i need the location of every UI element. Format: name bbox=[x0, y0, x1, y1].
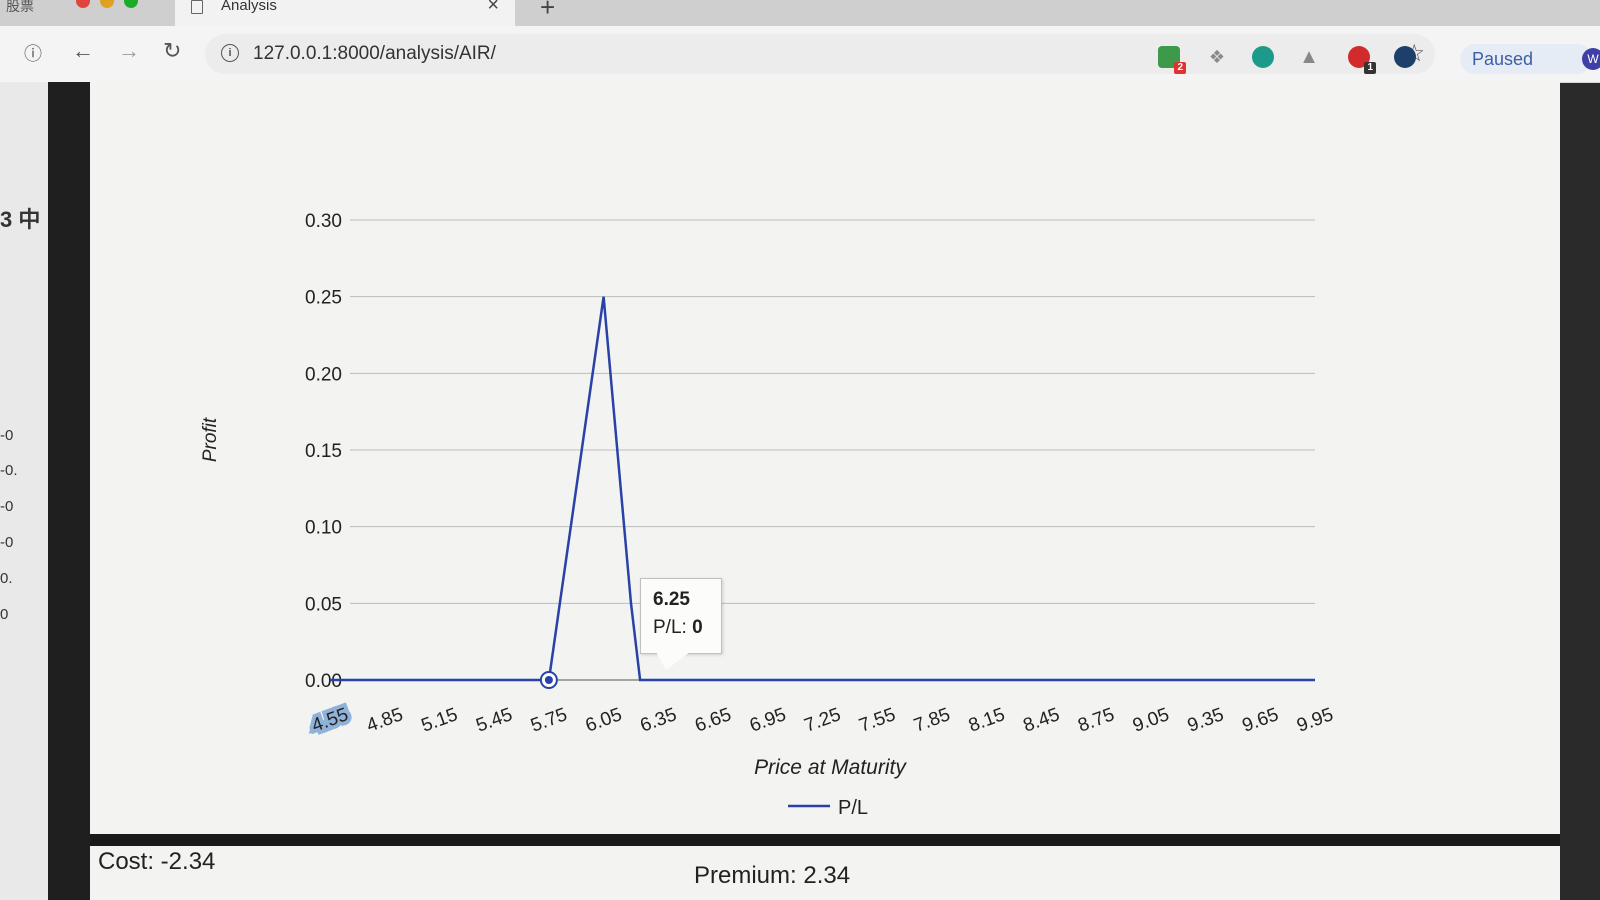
y-tick-label: 0.15 bbox=[305, 441, 342, 462]
x-tick-label: 4.85 bbox=[364, 704, 406, 736]
y-tick-label: 0.30 bbox=[305, 211, 342, 232]
x-tick-label: 5.75 bbox=[528, 704, 570, 736]
close-tab-icon[interactable]: × bbox=[487, 0, 499, 16]
tooltip-pointer bbox=[656, 652, 690, 670]
y-axis-ticks: 0.30 0.25 0.20 0.15 0.10 0.05 0.00 bbox=[305, 211, 342, 692]
url-text[interactable]: 127.0.0.1:8000/analysis/AIR/ bbox=[253, 43, 496, 64]
background-text: 0 bbox=[0, 606, 9, 623]
x-tick-label: 8.45 bbox=[1021, 704, 1063, 736]
pl-series-line[interactable] bbox=[330, 296, 1315, 682]
tab-analysis[interactable]: Analysis × bbox=[175, 0, 515, 26]
page-divider bbox=[90, 834, 1560, 846]
pl-chart: 0.30 0.25 0.20 0.15 0.10 0.05 0.00 4.55 4.85 5.1… bbox=[90, 82, 1560, 834]
background-text: -0 bbox=[0, 534, 14, 551]
background-text: -0 bbox=[0, 427, 14, 444]
highlighted-point[interactable] bbox=[544, 676, 553, 684]
y-tick-label: 0.25 bbox=[305, 288, 342, 309]
x-tick-label: 5.45 bbox=[473, 704, 515, 736]
tooltip-title: 6.25 bbox=[653, 589, 690, 610]
site-info-icon[interactable]: i bbox=[221, 44, 239, 62]
background-window: 3 中 -0 -0. -0 -0 0. 0 bbox=[0, 82, 48, 900]
background-text: -0 bbox=[0, 498, 14, 515]
x-tick-label: 7.85 bbox=[911, 704, 953, 736]
x-tick-label: 9.05 bbox=[1130, 704, 1172, 736]
series-lines bbox=[330, 296, 1315, 689]
analysis-page: 0.30 0.25 0.20 0.15 0.10 0.05 0.00 4.55 4.85 5.1… bbox=[90, 82, 1560, 834]
drive-icon[interactable]: ▲ bbox=[1299, 46, 1319, 68]
close-window-dot[interactable] bbox=[76, 0, 90, 8]
forward-arrow-icon[interactable]: → bbox=[118, 38, 140, 63]
reload-icon[interactable]: ↻ bbox=[163, 38, 182, 63]
address-bar[interactable]: i 127.0.0.1:8000/analysis/AIR/ ☆ bbox=[205, 34, 1435, 74]
document-icon bbox=[191, 0, 203, 14]
y-tick-label: 0.05 bbox=[305, 594, 342, 615]
grid-lines bbox=[350, 219, 1315, 681]
x-tick-label: 8.75 bbox=[1075, 704, 1117, 736]
tooltip-body: P/L: 0 bbox=[653, 617, 703, 639]
extension-badge: 1 bbox=[1364, 62, 1376, 74]
profile-avatar[interactable]: W bbox=[1582, 48, 1600, 70]
tab-strip: 股票 Analysis × + bbox=[0, 0, 1600, 26]
maximize-window-dot[interactable] bbox=[124, 0, 138, 8]
y-tick-label: 0.00 bbox=[305, 671, 342, 692]
background-text: 0. bbox=[0, 570, 13, 587]
x-tick-label: 6.95 bbox=[747, 704, 789, 736]
x-tick-label: 8.15 bbox=[966, 704, 1008, 736]
extension-puzzle-icon[interactable]: 2 bbox=[1158, 46, 1186, 74]
x-tick-label: 6.65 bbox=[692, 704, 734, 736]
x-tick-label: 7.55 bbox=[856, 704, 898, 736]
legend[interactable]: P/L bbox=[788, 797, 868, 819]
summary-footer: Cost: -2.34 Premium: 2.34 bbox=[90, 846, 1560, 900]
tooltip-value: 0 bbox=[692, 617, 703, 638]
back-arrow-icon[interactable]: ← bbox=[72, 38, 94, 63]
browser-toolbar: ⓘ ← → ↻ i 127.0.0.1:8000/analysis/AIR/ ☆… bbox=[0, 26, 1600, 83]
legend-label: P/L bbox=[838, 797, 868, 819]
dropbox-icon[interactable]: ❖ bbox=[1208, 47, 1226, 67]
other-tab-fragment[interactable]: 股票 bbox=[6, 0, 34, 14]
y-tick-label: 0.10 bbox=[305, 518, 342, 539]
cost-text: Cost: -2.34 bbox=[98, 848, 216, 875]
chart-tooltip: 6.25 P/L: 0 bbox=[640, 578, 722, 654]
x-axis-ticks: 4.55 4.85 5.15 5.45 5.75 6.05 6.35 6.65 6.95 7.25… bbox=[305, 700, 1336, 740]
x-tick-label: 6.05 bbox=[583, 704, 625, 736]
y-tick-label: 0.20 bbox=[305, 364, 342, 385]
pl-chart-svg: 0.30 0.25 0.20 0.15 0.10 0.05 0.00 4.55 4.85 5.1… bbox=[200, 211, 1336, 819]
x-tick-label: 5.15 bbox=[419, 704, 461, 736]
minimize-window-dot[interactable] bbox=[100, 0, 114, 8]
x-tick-label: 9.65 bbox=[1239, 704, 1281, 736]
profile-paused-button[interactable]: Paused bbox=[1460, 44, 1592, 74]
eye-extension-icon[interactable] bbox=[1394, 46, 1416, 68]
tooltip-label: P/L: bbox=[653, 617, 687, 638]
globe-extension-icon[interactable] bbox=[1252, 46, 1274, 68]
x-tick-label: 7.25 bbox=[802, 704, 844, 736]
adblock-icon[interactable]: 1 bbox=[1348, 46, 1376, 74]
background-text: -0. bbox=[0, 462, 18, 479]
background-text: 3 中 bbox=[0, 207, 41, 232]
premium-text: Premium: 2.34 bbox=[694, 862, 851, 889]
x-tick-label: 4.55 bbox=[309, 704, 351, 736]
x-tick-label: 6.35 bbox=[638, 704, 680, 736]
tab-title: Analysis bbox=[221, 0, 277, 14]
x-tick-label: 9.35 bbox=[1185, 704, 1227, 736]
y-axis-label: Profit bbox=[200, 417, 221, 462]
extension-badge: 2 bbox=[1174, 62, 1186, 74]
x-axis-label: Price at Maturity bbox=[754, 756, 907, 779]
new-tab-icon[interactable]: + bbox=[540, 0, 556, 22]
info-circle-icon[interactable]: ⓘ bbox=[24, 44, 42, 64]
x-tick-label: 9.95 bbox=[1294, 704, 1336, 736]
